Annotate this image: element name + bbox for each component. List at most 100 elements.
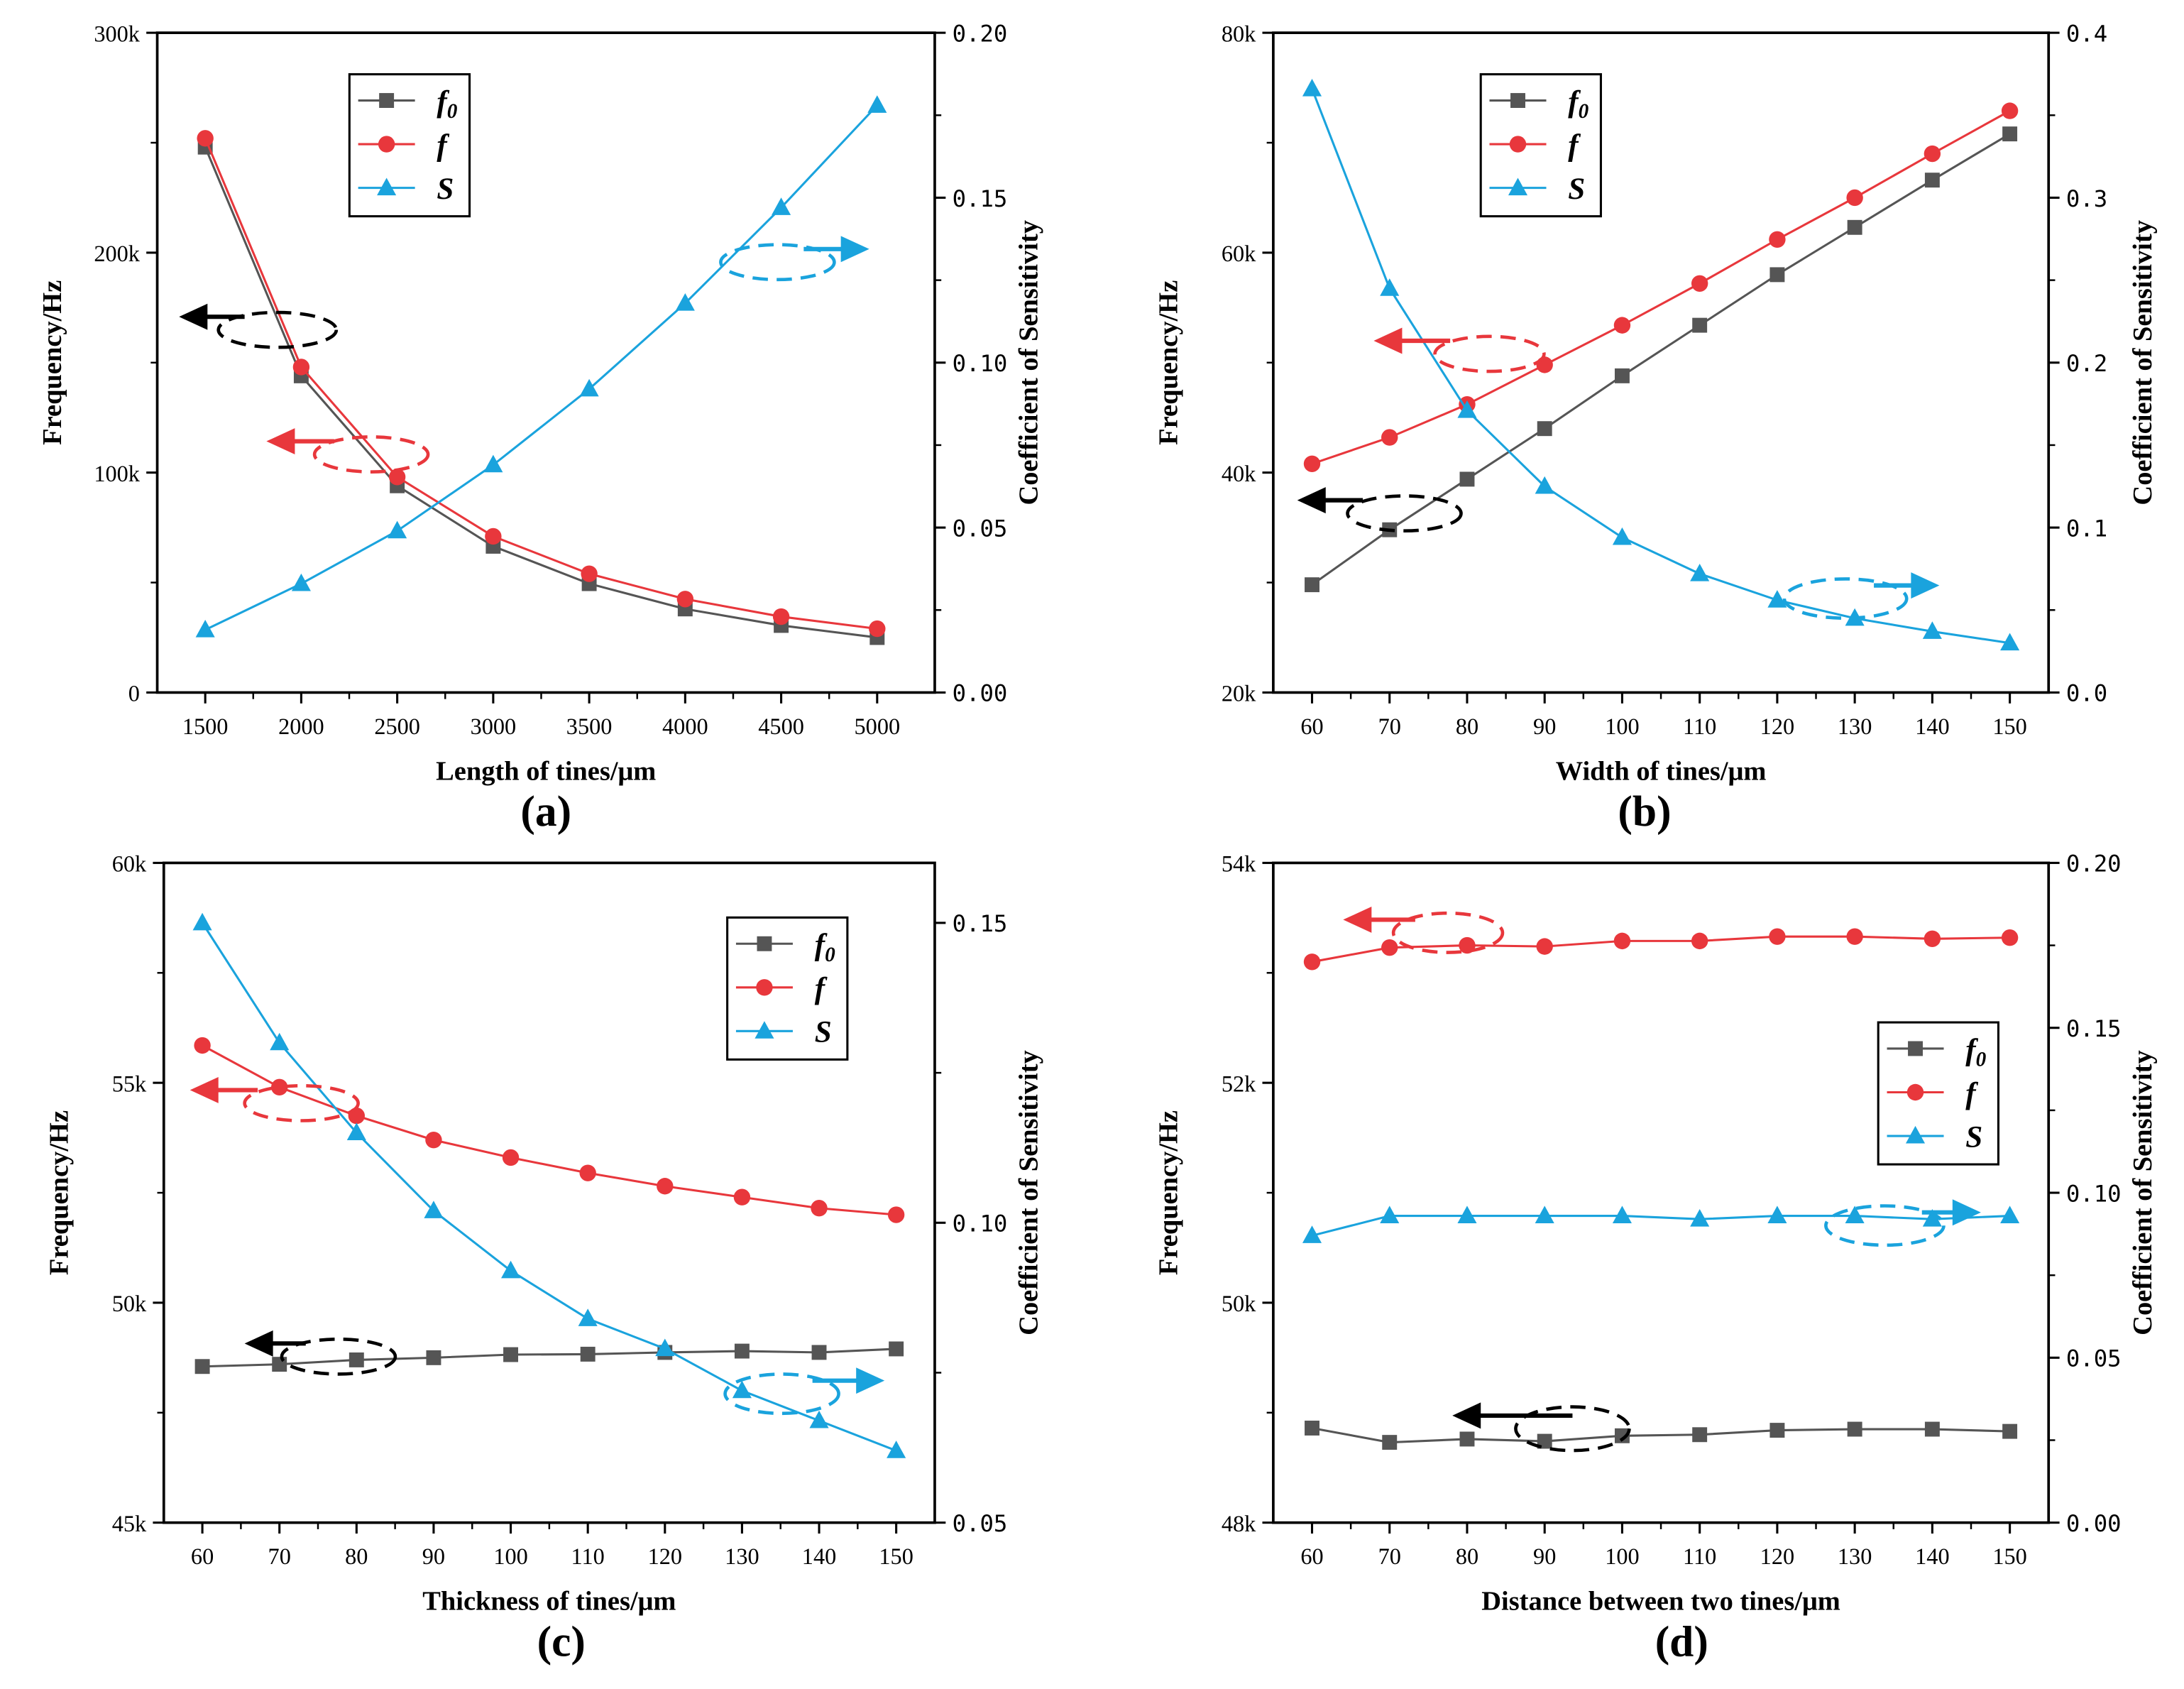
data-point xyxy=(889,1341,904,1357)
y-tick-label: 100k xyxy=(94,461,140,486)
y-tick-label: 45k xyxy=(112,1511,147,1536)
indicator-1 xyxy=(266,428,430,474)
x-tick-label: 120 xyxy=(1760,714,1794,739)
indicator-arrowhead xyxy=(1952,1199,1981,1226)
data-point xyxy=(772,608,790,625)
y-tick-label: 50k xyxy=(1222,1291,1256,1316)
x-axis-title: Width of tines/μm xyxy=(1556,756,1767,786)
plot-frame xyxy=(1272,31,2051,694)
x-tick-label: 80 xyxy=(1456,1543,1478,1569)
data-point xyxy=(2000,1206,2020,1224)
indicator-1 xyxy=(1297,487,1463,533)
legend-label-subscript: 0 xyxy=(825,944,835,966)
indicator-arrowhead xyxy=(1343,906,1372,933)
data-point xyxy=(348,1107,366,1125)
y-tick-label: 60k xyxy=(1222,241,1256,266)
data-point xyxy=(291,573,311,591)
y2-tick-label: 0.10 xyxy=(2066,1180,2122,1207)
data-point xyxy=(1536,356,1553,373)
series-line xyxy=(1312,1426,2010,1444)
indicator-1 xyxy=(244,1330,397,1376)
y2-tick-label: 0.15 xyxy=(2066,1015,2122,1042)
data-point xyxy=(1457,1206,1477,1224)
data-point xyxy=(1536,938,1553,955)
indicator-2 xyxy=(719,236,869,282)
data-point xyxy=(579,378,599,397)
y-tick-label: 60k xyxy=(112,851,147,877)
data-point xyxy=(195,619,215,638)
x-tick-label: 3500 xyxy=(566,714,613,739)
indicator-ellipse xyxy=(1824,1204,1946,1247)
data-point xyxy=(867,95,887,113)
legend-swatch-marker xyxy=(1908,1041,1923,1056)
indicator-0 xyxy=(179,303,339,349)
series-line xyxy=(1312,935,2010,963)
panel-label: (c) xyxy=(537,1617,586,1666)
data-point xyxy=(270,1032,290,1051)
indicator-1 xyxy=(1452,1402,1631,1453)
data-point xyxy=(1382,1435,1398,1450)
data-point xyxy=(1924,930,1941,947)
data-point xyxy=(676,591,694,608)
data-point xyxy=(1692,1427,1708,1443)
data-point xyxy=(733,1188,751,1206)
indicator-arrowhead xyxy=(1373,327,1403,354)
legend-swatch-marker xyxy=(1509,136,1527,153)
x-tick-label: 1500 xyxy=(182,714,229,739)
legend-label: f xyxy=(815,972,828,1005)
x-tick-label: 140 xyxy=(802,1543,836,1569)
y-axis-title: Frequency/Hz xyxy=(38,280,67,445)
data-point xyxy=(346,1122,366,1141)
x-tick-label: 100 xyxy=(1605,714,1639,739)
indicator-0 xyxy=(1373,327,1546,373)
data-point xyxy=(1302,1225,1322,1243)
x-tick-label: 130 xyxy=(725,1543,759,1569)
indicator-ellipse xyxy=(243,1083,360,1122)
x-tick-label: 90 xyxy=(1533,1543,1556,1569)
indicator-2 xyxy=(723,1367,885,1416)
x-tick-label: 120 xyxy=(1760,1543,1794,1569)
data-point xyxy=(194,1359,210,1374)
series-line xyxy=(1311,133,2011,586)
data-point xyxy=(811,1200,828,1217)
y2-tick-label: 0.00 xyxy=(2066,1510,2122,1537)
y2-axis-title: Coefficient of Sensitivity xyxy=(2128,1050,2158,1335)
series-line xyxy=(1312,1215,2010,1237)
data-point xyxy=(809,1410,829,1428)
indicator-ellipse xyxy=(216,310,339,349)
y2-tick-label: 0.15 xyxy=(953,185,1008,212)
legend-label-subscript: 0 xyxy=(447,100,458,123)
x-axis-title: Length of tines/μm xyxy=(436,756,656,786)
y2-axis-title: Coefficient of Sensitivity xyxy=(2128,220,2158,505)
indicator-ellipse xyxy=(719,243,836,282)
series-S xyxy=(195,95,887,638)
x-tick-label: 60 xyxy=(191,1543,214,1569)
data-point xyxy=(1381,429,1398,446)
y2-tick-label: 0.05 xyxy=(953,1510,1008,1537)
data-point xyxy=(2001,102,2019,119)
data-point xyxy=(1691,932,1708,950)
data-point xyxy=(1924,145,1941,163)
legend-swatch-marker xyxy=(754,1021,774,1039)
y2-tick-label: 0.0 xyxy=(2066,680,2107,707)
data-point xyxy=(1537,421,1552,437)
legend-label: S xyxy=(1965,1120,1982,1154)
y-tick-label: 20k xyxy=(1222,681,1256,706)
data-point xyxy=(1613,932,1631,950)
indicator-ellipse xyxy=(723,1372,840,1416)
y2-tick-label: 0.20 xyxy=(953,20,1008,47)
x-tick-label: 70 xyxy=(1378,1543,1401,1569)
data-point xyxy=(1924,1421,1940,1437)
series-S xyxy=(1302,1206,2020,1243)
data-point xyxy=(1769,1423,1785,1438)
series-line xyxy=(204,104,878,631)
y2-tick-label: 0.05 xyxy=(2066,1345,2122,1372)
y2-tick-label: 0.3 xyxy=(2066,185,2107,212)
plot-frame xyxy=(155,31,936,694)
x-axis-title: Distance between two tines/μm xyxy=(1481,1587,1840,1617)
series-line xyxy=(204,138,878,630)
data-point xyxy=(869,620,886,638)
